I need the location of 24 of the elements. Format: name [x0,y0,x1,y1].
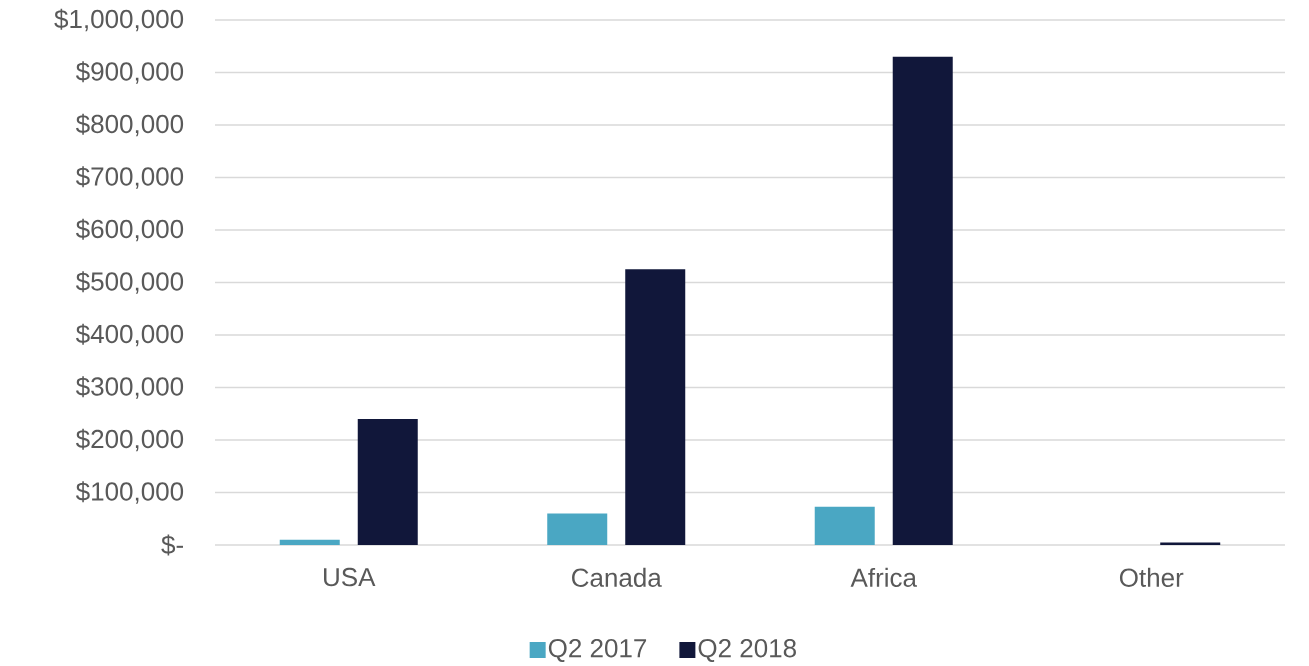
bar [814,506,875,545]
bar [1160,542,1221,545]
y-tick-label: $200,000 [75,428,184,452]
x-tick-label: Canada [572,567,662,587]
y-tick-label: $600,000 [75,218,184,242]
x-tick-label: USA [324,567,376,587]
x-tick-label: Africa [850,567,917,587]
y-tick-label: $400,000 [75,323,184,347]
y-tick-label: $900,000 [75,61,184,84]
legend-label: Q2 2018 [698,638,796,663]
bar [892,56,953,545]
y-tick-label: $1,000,000 [54,8,184,32]
bar [547,513,608,545]
y-tick-label: $- [161,534,183,556]
x-tick-label: Other [1119,567,1184,587]
y-tick-label: $300,000 [75,376,184,399]
bar [357,419,418,545]
bar [279,539,340,545]
legend-label: Q2 2017 [548,638,647,663]
y-tick-label: $500,000 [75,271,184,294]
bar [625,269,686,545]
y-tick-label: $700,000 [75,166,184,189]
y-tick-label: $800,000 [75,113,184,137]
y-tick-label: $100,000 [75,481,184,504]
